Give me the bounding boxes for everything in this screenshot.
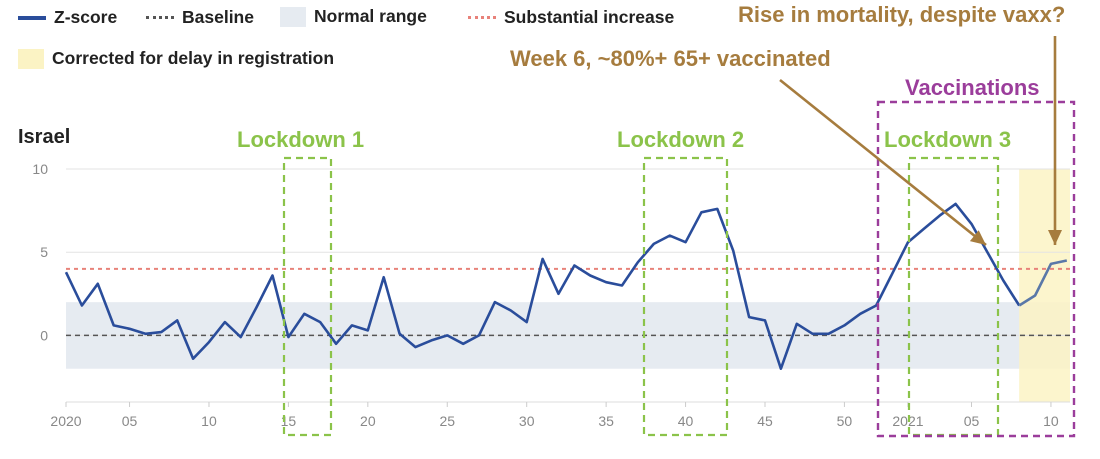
vaccinations-box <box>876 100 1076 438</box>
y-tick-label: 5 <box>40 244 48 260</box>
y-tick-label: 0 <box>40 327 48 343</box>
x-tick-label: 10 <box>1043 413 1059 429</box>
x-tick-label: 10 <box>201 413 217 429</box>
arrow-week6-head <box>969 230 986 245</box>
legend-normal: Normal range <box>280 6 427 27</box>
overlays-layer <box>282 36 1076 438</box>
arrow-week6-shaft <box>779 78 987 247</box>
bands-layer <box>66 169 1070 402</box>
legend-normal-label: Normal range <box>314 6 427 26</box>
legend-zscore: Z-score <box>18 7 117 28</box>
series-layer <box>64 202 1070 370</box>
legend-zscore-swatch <box>18 15 46 20</box>
x-tick-label: 2020 <box>50 413 81 429</box>
lockdown-2-label: Lockdown 2 <box>617 127 745 152</box>
x-tick-label: 05 <box>122 413 138 429</box>
lockdown-3-box <box>907 156 1000 437</box>
legend-corrected-swatch <box>18 48 44 69</box>
legend-zscore-label: Z-score <box>54 7 118 27</box>
legend-baseline: Baseline <box>146 7 254 28</box>
x-tick-label: 40 <box>678 413 694 429</box>
x-tick-label: 25 <box>439 413 455 429</box>
legend-corrected: Corrected for delay in registration <box>18 48 334 69</box>
annotation-rise-mortality: Rise in mortality, despite vaxx? <box>738 2 1066 27</box>
y-tick-label: 10 <box>32 161 48 177</box>
lockdown-1-label: Lockdown 1 <box>237 127 365 152</box>
lockdown-2-box <box>642 156 729 437</box>
x-tick-label: 05 <box>964 413 980 429</box>
x-tick-label: 50 <box>837 413 853 429</box>
annotation-week6: Week 6, ~80%+ 65+ vaccinated <box>510 46 831 71</box>
zscore-line <box>64 202 1021 370</box>
arrow-rise-mortality-head <box>1048 230 1062 245</box>
x-tick-label: 20 <box>360 413 376 429</box>
corrected-delay-band <box>1019 169 1070 402</box>
legend-normal-swatch <box>280 6 306 27</box>
lockdown-3-label: Lockdown 3 <box>884 127 1012 152</box>
legend-baseline-swatch <box>146 16 174 19</box>
vaccinations-label: Vaccinations <box>905 75 1040 100</box>
legend-substantial-swatch <box>468 16 496 19</box>
x-tick-label: 45 <box>757 413 773 429</box>
x-tick-label: 35 <box>598 413 614 429</box>
country-title: Israel <box>18 126 71 148</box>
legend-baseline-label: Baseline <box>182 7 254 27</box>
zscore-corrected-line <box>1018 259 1068 307</box>
lockdown-1-box <box>282 156 333 437</box>
legend-substantial-label: Substantial increase <box>504 7 675 27</box>
x-tick-label: 30 <box>519 413 535 429</box>
legend-substantial: Substantial increase <box>468 7 674 28</box>
legend-corrected-label: Corrected for delay in registration <box>52 48 335 68</box>
